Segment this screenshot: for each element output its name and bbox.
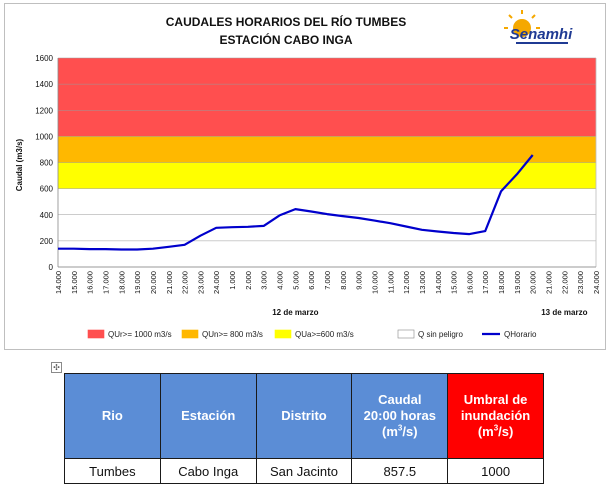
x-tick-label: 20.000 — [149, 271, 158, 294]
header-text: Umbral de inundación — [460, 392, 531, 423]
x-tick-label: 8.000 — [339, 271, 348, 290]
x-tick-label: 15.000 — [70, 271, 79, 294]
x-tick-label: 7.000 — [323, 271, 332, 290]
x-tick-label: 16.000 — [86, 271, 95, 294]
table-move-handle-icon[interactable]: ✣ — [51, 362, 62, 373]
x-tick-label: 5.000 — [291, 271, 300, 290]
x-tick-label: 24.000 — [212, 271, 221, 294]
x-tick-label: 3.000 — [260, 271, 269, 290]
x-tick-label: 6.000 — [307, 271, 316, 290]
legend-swatch — [87, 329, 105, 339]
x-tick-label: 22.000 — [181, 271, 190, 294]
chart-grid — [57, 57, 597, 268]
y-axis-label: Caudal (m3/s) — [15, 138, 24, 191]
x-tick-label: 15.000 — [450, 271, 459, 294]
chart-legend: QUr>= 1000 m3/s QUn>= 800 m3/s QUa>=600 m3… — [87, 329, 537, 339]
header-text: 20:00 horas — [363, 408, 436, 423]
y-tick-label: 1200 — [35, 106, 53, 115]
date-label: 12 de marzo — [272, 308, 318, 317]
x-tick-label: 24.000 — [592, 271, 601, 294]
x-tick-label: 19.000 — [133, 271, 142, 294]
threshold-bands — [58, 58, 596, 267]
y-tick-label: 0 — [49, 263, 54, 272]
legend-label: Q sin peligro — [418, 330, 463, 339]
x-tick-label: 13.000 — [418, 271, 427, 294]
band-0 — [58, 58, 596, 137]
x-tick-label: 9.000 — [355, 271, 364, 290]
header-text: Caudal — [378, 392, 422, 407]
y-tick-label: 200 — [40, 237, 54, 246]
x-tick-label: 2.000 — [244, 271, 253, 290]
y-tick-label: 1600 — [35, 54, 53, 63]
legend-label: QHorario — [504, 330, 537, 339]
x-tick-label: 14.000 — [434, 271, 443, 294]
x-tick-label: 20.000 — [529, 271, 538, 294]
table-cell: San Jacinto — [255, 458, 353, 484]
table-cell: 857.5 — [351, 458, 449, 484]
x-tick-label: 10.000 — [370, 271, 379, 294]
header-text: Rio — [101, 408, 123, 423]
legend-swatch — [181, 329, 199, 339]
chart-canvas: CAUDALES HORARIOS DEL RÍO TUMBES ESTACIÓ… — [15, 10, 601, 339]
x-tick-label: 23.000 — [196, 271, 205, 294]
x-axis: 14.000 15.000 16.000 17.000 18.000 19.000 20.0… — [54, 271, 601, 294]
chart-subtitle: ESTACIÓN CABO INGA — [219, 32, 352, 47]
table-header-cell: Distrito — [255, 373, 353, 459]
table-header-cell: Estación — [159, 373, 257, 459]
x-tick-label: 21.000 — [545, 271, 554, 294]
band-3 — [58, 188, 596, 267]
x-tick-label: 18.000 — [497, 271, 506, 294]
series-qhorario — [58, 154, 534, 251]
band-1 — [58, 136, 596, 163]
x-tick-label: 22.000 — [560, 271, 569, 294]
table-header-cell: Umbral de inundación (m3/s) — [447, 373, 544, 459]
y-axis: 0 200 400 600 800 1000 1200 1400 1600 — [35, 54, 53, 272]
x-tick-label: 23.000 — [576, 271, 585, 294]
date-labels: 12 de marzo 13 de marzo — [272, 308, 587, 317]
series-line — [58, 154, 534, 251]
x-tick-label: 14.000 — [54, 271, 63, 294]
chart-frame: CAUDALES HORARIOS DEL RÍO TUMBES ESTACIÓ… — [4, 3, 606, 350]
header-unit: (m3/s) — [382, 423, 418, 439]
y-tick-label: 600 — [40, 185, 54, 194]
table-cell: Tumbes — [64, 458, 161, 484]
x-tick-label: 1.000 — [228, 271, 237, 290]
table-row: Tumbes Cabo Inga San Jacinto 857.5 1000 — [64, 458, 544, 484]
header-unit: (m3/s) — [477, 423, 514, 439]
sun-icon — [504, 10, 540, 37]
y-tick-label: 1400 — [35, 80, 53, 89]
x-tick-label: 19.000 — [513, 271, 522, 294]
y-tick-label: 800 — [40, 159, 54, 168]
senamhi-logo: Senamhi — [504, 10, 573, 44]
table-cell: Cabo Inga — [159, 458, 257, 484]
chart-title: CAUDALES HORARIOS DEL RÍO TUMBES — [166, 14, 406, 29]
table-header-cell: Rio — [64, 373, 161, 459]
table-header-row: Rio Estación Distrito Caudal 20:00 horas (m3/… — [64, 373, 544, 459]
table-header-cell: Caudal 20:00 horas (m3/s) — [351, 373, 449, 459]
y-tick-label: 1000 — [35, 132, 53, 141]
x-tick-label: 17.000 — [101, 271, 110, 294]
legend-label: QUa>=600 m3/s — [295, 330, 354, 339]
table-cell: 1000 — [447, 458, 544, 484]
x-tick-label: 18.000 — [117, 271, 126, 294]
legend-label: QUn>= 800 m3/s — [202, 330, 263, 339]
x-tick-label: 12.000 — [402, 271, 411, 294]
legend-swatch — [274, 329, 292, 339]
x-tick-label: 4.000 — [276, 271, 285, 290]
senamhi-logo-text: Senamhi — [510, 26, 573, 43]
y-tick-label: 400 — [40, 211, 54, 220]
x-tick-label: 16.000 — [465, 271, 474, 294]
header-text: Estación — [181, 408, 236, 423]
x-tick-label: 11.000 — [386, 271, 395, 293]
legend-swatch — [397, 329, 415, 339]
header-text: Distrito — [281, 408, 327, 423]
x-tick-label: 17.000 — [481, 271, 490, 294]
date-label: 13 de marzo — [541, 308, 587, 317]
x-tick-label: 21.000 — [165, 271, 174, 294]
legend-label: QUr>= 1000 m3/s — [108, 330, 172, 339]
summary-table: Rio Estación Distrito Caudal 20:00 horas (m3/… — [64, 373, 544, 484]
